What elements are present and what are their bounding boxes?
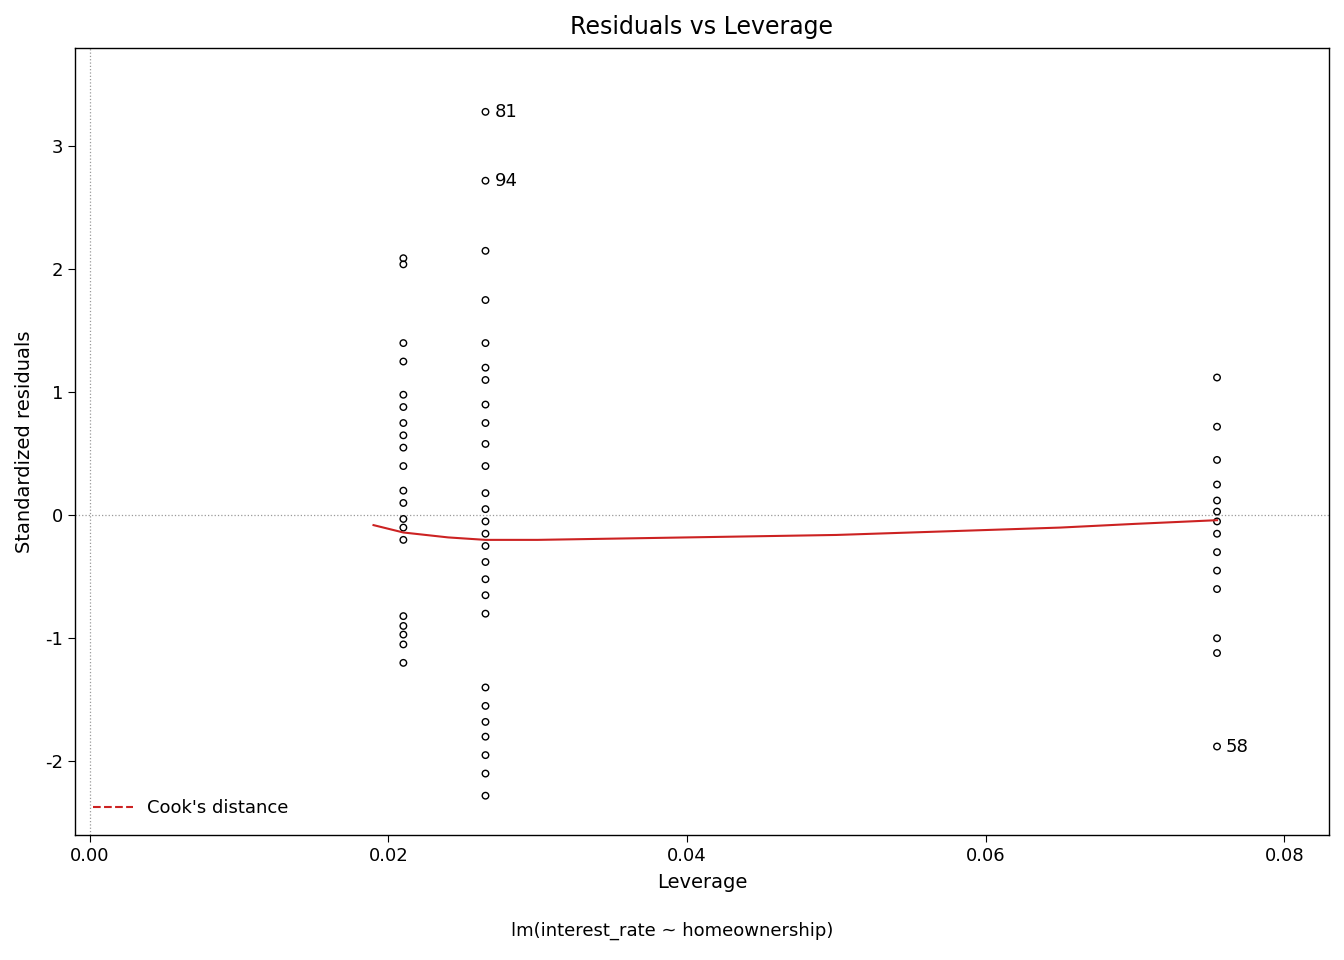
Point	[392, 458, 414, 473]
Point	[474, 714, 496, 730]
Point	[474, 588, 496, 603]
Point	[474, 335, 496, 350]
Point	[474, 788, 496, 804]
Point	[474, 748, 496, 763]
Point	[392, 512, 414, 527]
Point	[474, 554, 496, 569]
Point	[392, 256, 414, 272]
Point	[474, 396, 496, 412]
Point	[474, 360, 496, 375]
Point	[474, 458, 496, 473]
Point	[1207, 645, 1228, 660]
Point	[474, 526, 496, 541]
Point	[1207, 563, 1228, 578]
Point	[474, 698, 496, 713]
Point	[392, 520, 414, 536]
Point	[1207, 370, 1228, 385]
Text: 81: 81	[495, 103, 517, 121]
Point	[392, 655, 414, 670]
Point	[1207, 477, 1228, 492]
Point	[1207, 419, 1228, 434]
Point	[392, 251, 414, 266]
Point	[392, 609, 414, 624]
Point	[1207, 526, 1228, 541]
Point	[474, 416, 496, 431]
Text: lm(interest_rate ~ homeownership): lm(interest_rate ~ homeownership)	[511, 922, 833, 940]
Point	[474, 243, 496, 258]
Point	[392, 618, 414, 634]
Point	[392, 483, 414, 498]
Point	[392, 627, 414, 642]
Point	[474, 729, 496, 744]
Point	[392, 387, 414, 402]
Text: 94: 94	[495, 172, 517, 190]
Point	[474, 766, 496, 781]
Point	[392, 416, 414, 431]
Point	[392, 440, 414, 455]
Y-axis label: Standardized residuals: Standardized residuals	[15, 330, 34, 553]
Point	[474, 539, 496, 554]
Legend: Cook's distance: Cook's distance	[83, 790, 297, 826]
Point	[1207, 631, 1228, 646]
Point	[1207, 492, 1228, 508]
Point	[474, 571, 496, 587]
Title: Residuals vs Leverage: Residuals vs Leverage	[570, 15, 833, 39]
Point	[474, 680, 496, 695]
Point	[392, 636, 414, 652]
Point	[474, 105, 496, 120]
Point	[1207, 544, 1228, 560]
Point	[474, 173, 496, 188]
Point	[392, 354, 414, 370]
X-axis label: Leverage: Leverage	[657, 874, 747, 892]
Point	[474, 606, 496, 621]
Text: 58: 58	[1226, 737, 1249, 756]
Point	[474, 514, 496, 529]
Point	[474, 436, 496, 451]
Point	[1207, 514, 1228, 529]
Point	[474, 501, 496, 516]
Point	[392, 495, 414, 511]
Point	[392, 335, 414, 350]
Point	[474, 293, 496, 308]
Point	[474, 486, 496, 501]
Point	[1207, 504, 1228, 519]
Point	[474, 372, 496, 388]
Point	[392, 399, 414, 415]
Point	[392, 427, 414, 443]
Point	[1207, 452, 1228, 468]
Point	[1207, 739, 1228, 755]
Point	[392, 532, 414, 547]
Point	[1207, 582, 1228, 597]
